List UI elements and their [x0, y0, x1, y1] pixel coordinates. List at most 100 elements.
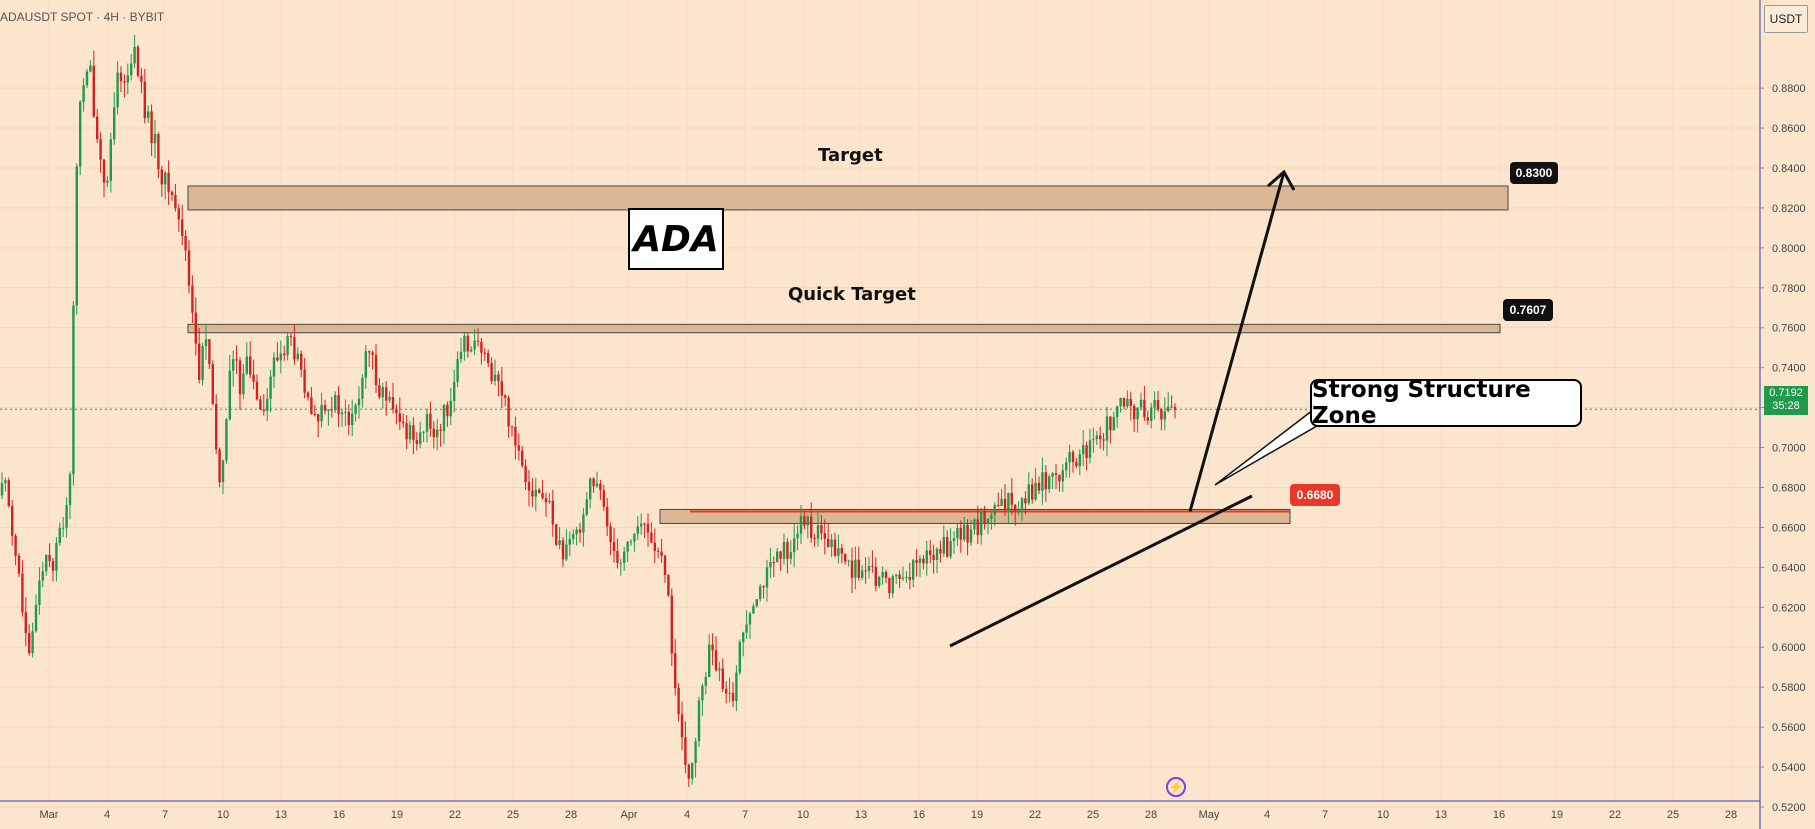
- candle-body: [867, 565, 871, 571]
- candle-body: [895, 574, 898, 577]
- candle-body: [619, 562, 622, 564]
- candle-body: [932, 555, 935, 560]
- candle-body: [320, 404, 323, 422]
- candle-body: [1139, 399, 1143, 408]
- target-price-tag: 0.8300: [1510, 162, 1558, 184]
- candle-body: [310, 397, 313, 414]
- candle-body: [813, 537, 816, 539]
- structure-callout: Strong Structure Zone: [1310, 377, 1582, 429]
- candle-body: [980, 510, 983, 536]
- candle-body: [1163, 411, 1166, 420]
- candle-body: [1109, 416, 1112, 431]
- candle-body: [874, 566, 877, 586]
- candle-body: [133, 46, 136, 64]
- candle-body: [361, 377, 364, 399]
- candle-body: [1136, 407, 1139, 420]
- candle-body: [391, 397, 395, 410]
- target-arrow-head: [1267, 169, 1296, 191]
- candle-body: [850, 560, 854, 578]
- candle-body: [731, 692, 735, 701]
- candle-body: [228, 370, 231, 420]
- candle-body: [837, 548, 840, 556]
- candle-body: [354, 405, 357, 414]
- candle-body: [653, 542, 656, 551]
- y-tick-label: 0.7000: [1772, 443, 1806, 455]
- candle-body: [306, 392, 310, 398]
- candle-body: [510, 426, 514, 428]
- candle-body: [925, 550, 928, 564]
- x-tick-label: 4: [104, 809, 110, 821]
- y-tick-label: 0.5200: [1772, 802, 1806, 814]
- candle-body: [592, 478, 595, 487]
- candle-body: [500, 381, 503, 396]
- candle-body: [551, 500, 554, 525]
- candle-body: [113, 107, 116, 140]
- candle-body: [1061, 470, 1064, 482]
- candle-body: [34, 605, 38, 632]
- candle-body: [684, 737, 687, 765]
- candle-body: [1105, 416, 1109, 441]
- y-tick-label: 0.8800: [1772, 83, 1806, 95]
- candle-body: [844, 553, 847, 562]
- lightning-bolt-icon[interactable]: ⚡: [1166, 777, 1186, 797]
- candle-body: [51, 561, 55, 571]
- candle-body: [833, 539, 837, 556]
- currency-button[interactable]: USDT: [1764, 5, 1808, 33]
- candle-body: [517, 445, 520, 451]
- candle-body: [147, 111, 150, 119]
- candle-body: [939, 548, 942, 554]
- candle-body: [555, 524, 558, 545]
- candle-body: [72, 305, 75, 475]
- y-tick-label: 0.5800: [1772, 682, 1806, 694]
- candle-body: [412, 425, 415, 441]
- trend-drawings: [949, 169, 1324, 648]
- candle-body: [538, 489, 541, 494]
- last-price-tag: 0.7192 35:28: [1764, 386, 1808, 415]
- candle-body: [225, 419, 228, 461]
- candle-body: [1000, 498, 1003, 506]
- candle-body: [463, 335, 466, 352]
- candle-body: [973, 519, 976, 530]
- candle-body: [1020, 498, 1024, 509]
- candle-body: [215, 403, 218, 450]
- candle-body: [395, 409, 398, 414]
- candle-body: [327, 409, 330, 411]
- ada-title-box: ADA: [628, 208, 724, 270]
- y-tick-label: 0.5400: [1772, 762, 1806, 774]
- candle-body: [915, 560, 918, 563]
- candle-body: [1170, 406, 1173, 408]
- candle-body: [891, 576, 894, 594]
- candle-body: [28, 633, 31, 654]
- support-trendline: [949, 494, 1253, 648]
- candle-body: [79, 101, 82, 167]
- candle-body: [140, 75, 143, 82]
- candle-body: [334, 395, 337, 411]
- candlestick-series: [0, 34, 1177, 787]
- candle-body: [255, 381, 259, 400]
- candle-body: [776, 551, 779, 563]
- candle-body: [1146, 417, 1149, 421]
- candle-body: [442, 404, 446, 431]
- candle-body: [905, 576, 908, 578]
- candle-body: [640, 523, 643, 527]
- candle-body: [62, 527, 65, 529]
- candle-body: [1041, 472, 1044, 491]
- candle-body: [803, 516, 806, 526]
- candle-body: [1153, 400, 1156, 408]
- candle-body: [663, 555, 667, 576]
- candle-body: [946, 536, 949, 557]
- x-tick-label: 13: [1435, 809, 1447, 821]
- candle-body: [38, 580, 41, 606]
- candle-body: [823, 533, 826, 539]
- gridlines: [0, 0, 1760, 808]
- candle-body: [1112, 417, 1115, 431]
- x-tick-label: 10: [797, 809, 809, 821]
- candle-body: [827, 538, 830, 548]
- candle-body: [782, 541, 786, 559]
- x-tick-label: 7: [162, 809, 168, 821]
- candle-body: [633, 533, 636, 542]
- candle-body: [701, 685, 704, 701]
- candle-countdown: 35:28: [1772, 400, 1800, 412]
- candle-body: [755, 599, 758, 607]
